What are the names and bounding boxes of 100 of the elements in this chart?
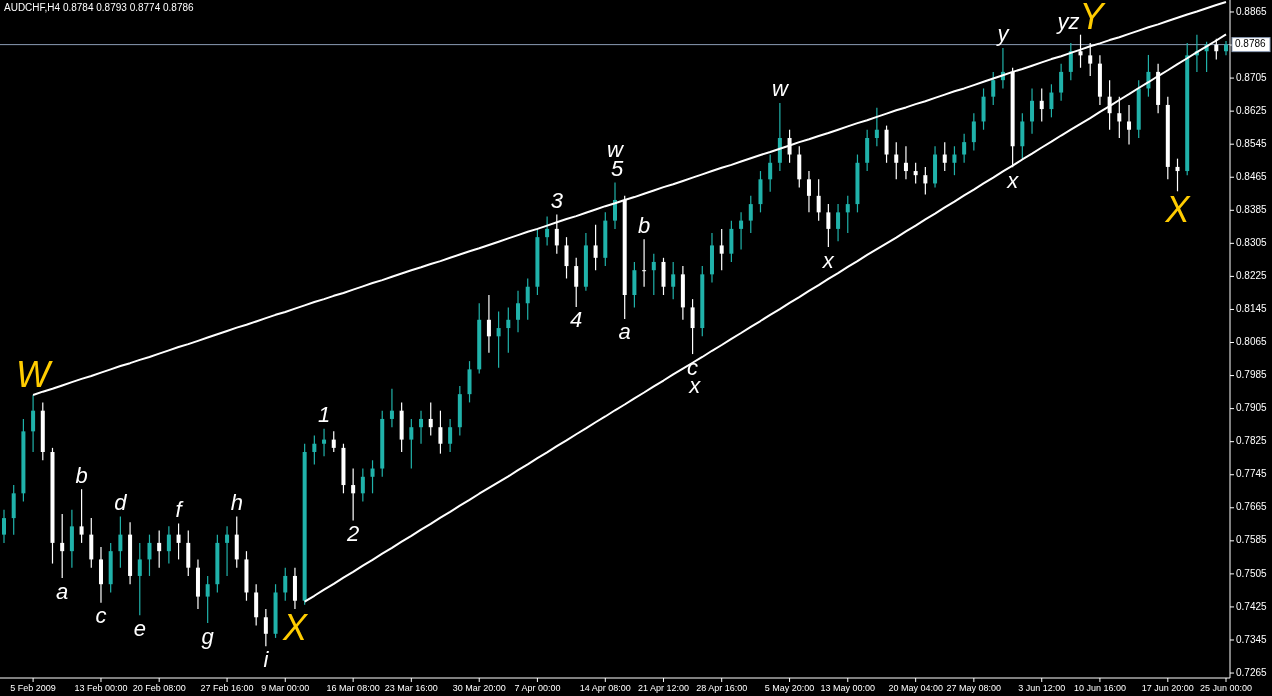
text: c	[95, 603, 107, 629]
candlestick	[525, 277, 530, 321]
candlestick	[1039, 87, 1044, 123]
candlestick	[545, 215, 550, 247]
candlestick	[952, 145, 957, 176]
candlestick	[166, 525, 171, 565]
x-tick-label: 16 Mar 08:00	[326, 683, 380, 693]
y-tick-label: 0.8145	[1236, 303, 1268, 315]
candlestick	[419, 410, 424, 445]
candlestick	[1127, 104, 1132, 146]
candlestick	[516, 290, 521, 333]
candlestick	[370, 459, 375, 494]
text: w 5	[607, 137, 624, 181]
candlestick	[1049, 83, 1054, 118]
candlestick	[894, 141, 899, 180]
candlestick	[913, 162, 918, 185]
text: i	[263, 646, 269, 672]
candlestick	[845, 195, 850, 234]
x-tick-label: 10 Jun 16:00	[1073, 683, 1126, 693]
text: g	[201, 623, 214, 649]
text: y	[997, 21, 1009, 47]
y-tick-label: 0.7825	[1236, 435, 1268, 447]
x-tick-label: 9 Mar 00:00	[261, 683, 310, 693]
candlestick	[593, 224, 598, 271]
x-tick-label: 28 Apr 16:00	[696, 683, 748, 693]
x-tick-label: 7 Apr 00:00	[514, 683, 561, 693]
x-tick-label: 13 Feb 00:00	[74, 683, 128, 693]
x-tick-label: 30 Mar 20:00	[452, 683, 506, 693]
candlestick	[60, 513, 65, 579]
candlestick	[719, 228, 724, 271]
candlestick	[438, 410, 443, 455]
candlestick	[923, 166, 928, 196]
candlestick	[118, 515, 123, 569]
candlestick	[574, 257, 579, 308]
text: w	[771, 76, 788, 102]
candlestick	[942, 141, 947, 172]
text: a	[56, 578, 69, 604]
text: a	[618, 319, 631, 345]
text: d	[114, 489, 127, 515]
x-tick-label: 27 May 08:00	[946, 683, 1002, 693]
candlestick	[225, 525, 230, 577]
candlestick	[312, 434, 317, 465]
candlestick	[137, 542, 142, 616]
text: X	[282, 607, 307, 648]
text: b	[637, 212, 651, 238]
x-tick-label: 27 Feb 16:00	[200, 683, 254, 693]
y-tick-label: 0.7265	[1236, 666, 1268, 678]
candlestick	[322, 428, 327, 457]
candlestick	[962, 133, 967, 164]
candlestick	[176, 522, 181, 561]
candlestick	[671, 261, 676, 300]
candlestick	[283, 567, 288, 602]
candlestick	[836, 203, 841, 242]
candlestick	[506, 306, 511, 354]
y-tick-label: 0.8305	[1236, 236, 1268, 248]
candlestick	[768, 153, 773, 193]
candlestick	[1059, 63, 1064, 102]
y-tick-label: 0.8705	[1236, 71, 1268, 83]
text: W	[16, 353, 51, 395]
candlestick	[31, 394, 36, 453]
y-tick-label: 0.7585	[1236, 534, 1268, 546]
candlestick	[1068, 42, 1073, 81]
x-tick-label: 17 Jun 20:00	[1141, 683, 1194, 693]
candlestick	[486, 294, 491, 354]
candlestick	[360, 467, 365, 503]
text: b	[75, 462, 88, 488]
ref-line-label: 0.8786	[1235, 38, 1267, 50]
candlestick	[1088, 42, 1093, 77]
x-tick-label: 20 Feb 08:00	[132, 683, 186, 693]
y-tick-label: 0.8545	[1236, 137, 1268, 149]
candlestick	[2, 509, 6, 544]
candlestick	[389, 388, 394, 428]
candlestick	[205, 575, 210, 624]
candlestick	[1117, 96, 1122, 139]
candlestick	[971, 112, 976, 151]
candlestick	[613, 182, 617, 230]
text: x	[1007, 167, 1019, 193]
x-tick-label: 13 May 00:00	[820, 683, 876, 693]
candlestick	[1224, 40, 1228, 56]
candlestick	[1175, 158, 1180, 192]
y-tick-label: 0.7425	[1236, 600, 1268, 612]
y-tick-label: 0.7745	[1236, 468, 1268, 480]
x-tick-label: 23 Mar 16:00	[384, 683, 438, 693]
candlestick	[651, 253, 656, 296]
y-tick-label: 0.7505	[1236, 567, 1268, 579]
candlestick	[157, 529, 162, 569]
candlestick	[428, 401, 433, 437]
text: f	[175, 496, 182, 522]
y-tick-label: 0.7665	[1236, 501, 1268, 513]
candlestick	[554, 213, 559, 255]
candlestick	[816, 178, 821, 222]
candlestick	[147, 534, 152, 577]
y-tick-label: 0.8625	[1236, 104, 1268, 116]
candlestick	[748, 195, 753, 234]
candlestick	[690, 298, 695, 355]
candlestick	[991, 71, 996, 106]
x-tick-label: 3 Jun 12:00	[1018, 683, 1066, 693]
y-tick-label: 0.7985	[1236, 369, 1268, 381]
candlestick	[903, 145, 908, 180]
x-tick-label: 20 May 04:00	[888, 683, 943, 693]
